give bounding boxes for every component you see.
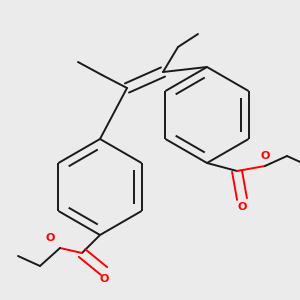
Text: O: O xyxy=(237,202,247,212)
Text: O: O xyxy=(45,233,55,243)
Text: O: O xyxy=(99,274,109,284)
Text: O: O xyxy=(260,151,270,161)
